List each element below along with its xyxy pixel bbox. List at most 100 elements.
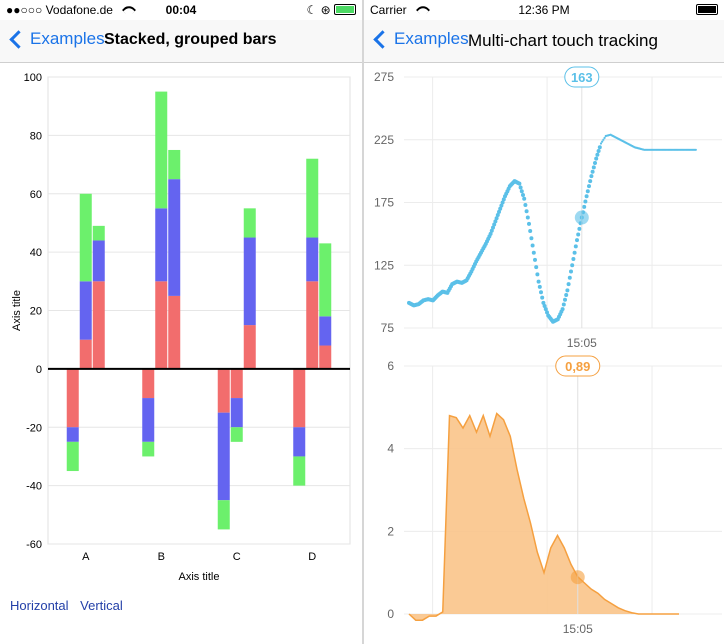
data-point <box>572 250 577 255</box>
data-point <box>584 194 589 199</box>
data-point <box>566 282 571 287</box>
data-point <box>540 295 545 300</box>
y-tick-label: 125 <box>374 258 394 272</box>
bar-segment <box>155 91 168 209</box>
bar-segment <box>79 193 92 282</box>
bar-segment <box>230 368 243 399</box>
y-tick-label: 175 <box>374 196 394 210</box>
x-tick-label: C <box>233 551 241 563</box>
data-point <box>588 179 593 184</box>
data-point <box>571 256 576 261</box>
data-point <box>501 197 506 202</box>
touch-value-pill <box>564 66 600 88</box>
area-chart[interactable]: 6 4 2 0 0,89 15:05 <box>364 352 724 644</box>
bar-segment <box>230 427 243 442</box>
data-point <box>597 145 602 150</box>
bar-segment <box>142 441 155 457</box>
area-line <box>408 412 679 621</box>
data-point <box>561 302 566 307</box>
data-point <box>569 269 573 274</box>
y-tick-label: 0 <box>36 364 42 376</box>
y-tick-label: 4 <box>387 442 394 456</box>
bar-segment <box>79 281 92 340</box>
bar-segment <box>293 427 306 457</box>
x-tick-label: B <box>158 551 165 563</box>
data-point <box>499 203 504 208</box>
data-point <box>494 216 499 221</box>
lock-rotation-icon: ⊛ <box>320 3 331 17</box>
data-point <box>590 169 595 174</box>
chevron-left-icon <box>9 29 28 49</box>
touch-marker <box>574 210 589 225</box>
navigation-bar: Examples Stacked, grouped bars <box>0 20 362 63</box>
data-point <box>599 142 603 145</box>
touch-value-pill <box>555 355 601 377</box>
data-point <box>531 250 536 255</box>
carrier-label: ●●○○○ Vodafone.de <box>6 3 113 17</box>
data-point <box>591 165 596 170</box>
data-point <box>529 236 534 241</box>
bar-segment <box>217 500 230 530</box>
bar-segment <box>230 398 243 428</box>
screen-divider <box>362 0 364 644</box>
data-point <box>545 310 549 315</box>
y-tick-label: 80 <box>30 130 42 142</box>
bar-segment <box>293 456 306 486</box>
data-point <box>567 275 572 280</box>
x-tick-label: D <box>308 551 316 563</box>
bar-segment <box>319 243 332 317</box>
back-button[interactable]: Examples <box>372 29 469 49</box>
data-point <box>522 196 527 201</box>
status-bar: ●●○○○ Vodafone.de 00:04 ☾ ⊛ <box>0 0 362 20</box>
status-time: 00:04 <box>165 3 197 17</box>
orientation-links: Horizontal Vertical <box>10 598 131 613</box>
back-label: Examples <box>30 29 105 48</box>
bar-segment <box>319 345 332 369</box>
data-point <box>536 279 541 284</box>
data-point <box>525 215 530 220</box>
y-tick-label: -60 <box>26 539 42 551</box>
touch-value-label: 163 <box>571 70 593 85</box>
carrier-label: Carrier <box>370 3 407 17</box>
data-point <box>603 136 606 139</box>
data-point <box>543 307 548 312</box>
data-point <box>492 222 497 227</box>
back-button[interactable]: Examples <box>8 29 105 49</box>
bar-segment <box>66 441 79 472</box>
data-point <box>491 225 495 230</box>
y-axis-title: Axis title <box>11 290 23 331</box>
data-point <box>577 226 582 231</box>
data-point <box>585 189 590 194</box>
x-tick-label: 15:05 <box>563 622 593 636</box>
y-tick-label: -20 <box>26 422 42 434</box>
bar-segment <box>293 368 306 428</box>
y-tick-label: 0 <box>387 607 394 621</box>
data-point <box>589 174 594 179</box>
bar-segment <box>155 208 168 282</box>
bar-segment <box>66 368 79 428</box>
data-point <box>542 304 547 309</box>
bar-segment <box>142 368 155 399</box>
back-label: Examples <box>394 29 469 48</box>
data-point <box>583 199 588 204</box>
vertical-link[interactable]: Vertical <box>80 598 123 613</box>
status-icons <box>696 3 718 17</box>
y-tick-label: 100 <box>24 72 42 84</box>
glucose-scatter-chart[interactable]: 275 225 175 125 75 163 15:05 <box>364 62 724 352</box>
data-point <box>521 192 525 197</box>
bar-segment <box>66 427 79 442</box>
page-title: Multi-chart touch tracking <box>468 31 658 50</box>
battery-icon <box>334 4 356 15</box>
data-point <box>582 204 587 209</box>
horizontal-link[interactable]: Horizontal <box>10 598 69 613</box>
data-point <box>528 229 533 234</box>
y-tick-label: 20 <box>30 306 42 318</box>
data-point <box>493 219 498 224</box>
y-tick-label: 60 <box>30 189 42 201</box>
data-point <box>497 209 501 214</box>
moon-icon: ☾ <box>306 3 318 17</box>
navigation-bar: Examples Multi-chart touch tracking <box>364 20 724 63</box>
data-point <box>524 209 529 214</box>
stacked-grouped-bar-chart: 100 80 60 40 20 0 -20 -40 -60 A B C D Axis title Axis … <box>11 72 351 583</box>
data-point <box>601 140 604 143</box>
